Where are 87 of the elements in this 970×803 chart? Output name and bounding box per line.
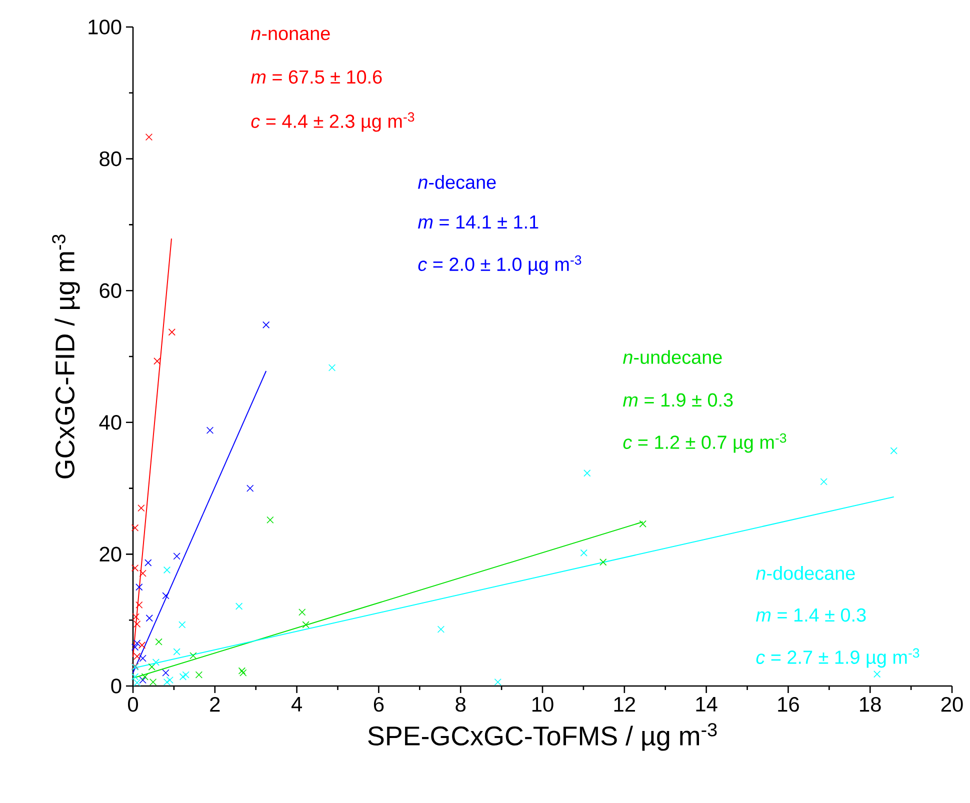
y-axis-title: GCxGC-FID / µg m$^{-3}$ bbox=[52, 234, 80, 478]
point bbox=[873, 670, 881, 678]
annotation: c = 2.0 ± 1.0 µg m$^{-3}$ bbox=[418, 255, 582, 275]
point bbox=[600, 558, 607, 566]
point bbox=[163, 566, 171, 574]
point bbox=[131, 673, 139, 680]
point bbox=[246, 484, 254, 492]
point bbox=[206, 426, 214, 434]
point bbox=[437, 626, 445, 633]
point bbox=[152, 658, 160, 666]
point bbox=[580, 549, 588, 556]
point bbox=[131, 644, 139, 651]
point bbox=[639, 520, 646, 528]
x-tick-label: 18 bbox=[860, 696, 881, 712]
text: n-decane bbox=[418, 175, 496, 189]
annotation: c = 1.2 ± 0.7 µg m$^{-3}$ bbox=[623, 433, 786, 453]
x-tick-label: 4 bbox=[291, 696, 302, 712]
point bbox=[173, 552, 180, 560]
point bbox=[190, 652, 197, 660]
annotation: m = 67.5 ± 10.6 bbox=[250, 70, 382, 84]
point bbox=[138, 504, 145, 512]
point bbox=[890, 447, 898, 454]
text: n-undecane bbox=[622, 350, 722, 364]
annotation: m = 1.4 ± 0.3 bbox=[756, 608, 866, 622]
x-tick-label: 2 bbox=[210, 696, 220, 712]
point bbox=[136, 601, 143, 609]
point bbox=[134, 640, 141, 647]
point bbox=[163, 678, 171, 686]
x-axis-title: SPE-GCxGC-ToFMS / µg m$^{-3}$ bbox=[368, 723, 717, 751]
annotation: m = 14.1 ± 1.1 bbox=[418, 215, 538, 229]
point bbox=[136, 584, 143, 591]
point bbox=[178, 621, 186, 628]
point bbox=[139, 570, 146, 577]
y-tick-label: 40 bbox=[99, 414, 122, 430]
point bbox=[240, 669, 247, 676]
point bbox=[266, 516, 274, 524]
x-tick-label: 20 bbox=[941, 696, 963, 712]
point bbox=[144, 559, 152, 566]
text: n-dodecane bbox=[756, 566, 855, 580]
point bbox=[146, 614, 153, 622]
point bbox=[182, 671, 190, 678]
point bbox=[820, 478, 828, 486]
y-tick-label: 20 bbox=[100, 546, 122, 562]
point bbox=[134, 679, 141, 686]
y-tick-label: 80 bbox=[100, 151, 122, 166]
point bbox=[298, 608, 306, 616]
point bbox=[132, 613, 140, 620]
point bbox=[149, 678, 157, 686]
point bbox=[494, 678, 502, 686]
text: n-nonane bbox=[250, 30, 330, 40]
point bbox=[154, 358, 161, 365]
point bbox=[148, 663, 156, 670]
point bbox=[584, 470, 591, 477]
point bbox=[138, 642, 146, 649]
point bbox=[139, 676, 146, 684]
point bbox=[162, 592, 170, 600]
point bbox=[141, 673, 148, 680]
point bbox=[179, 673, 187, 680]
point bbox=[134, 620, 141, 628]
point bbox=[195, 671, 203, 678]
point bbox=[328, 364, 336, 372]
x-tick-label: 10 bbox=[532, 696, 554, 712]
annotation: m = 1.9 ± 0.3 bbox=[622, 393, 733, 407]
point bbox=[162, 669, 170, 676]
x-tick-label: 8 bbox=[456, 696, 466, 712]
point bbox=[173, 648, 180, 656]
point bbox=[166, 676, 174, 684]
point bbox=[235, 602, 243, 610]
x-tick-label: 16 bbox=[778, 696, 799, 712]
point bbox=[139, 654, 146, 662]
x-tick-label: 14 bbox=[696, 696, 718, 712]
point bbox=[262, 321, 270, 328]
y-tick-label: 60 bbox=[100, 283, 122, 298]
point bbox=[145, 133, 153, 141]
x-tick-label: 0 bbox=[128, 696, 138, 712]
y-tick-label: 0 bbox=[111, 678, 122, 694]
x-tick-label: 12 bbox=[614, 696, 635, 712]
point bbox=[131, 564, 139, 572]
point bbox=[131, 524, 139, 532]
point bbox=[155, 638, 162, 646]
x-tick-label: 6 bbox=[374, 696, 384, 712]
point bbox=[168, 328, 176, 336]
point bbox=[302, 621, 310, 628]
y-tick-label: 100 bbox=[88, 20, 122, 34]
annotation: c = 2.7 ± 1.9 µg m$^{-3}$ bbox=[756, 648, 920, 668]
annotation: c = 4.4 ± 2.3 µg m$^{-3}$ bbox=[251, 112, 414, 132]
point bbox=[238, 667, 246, 674]
